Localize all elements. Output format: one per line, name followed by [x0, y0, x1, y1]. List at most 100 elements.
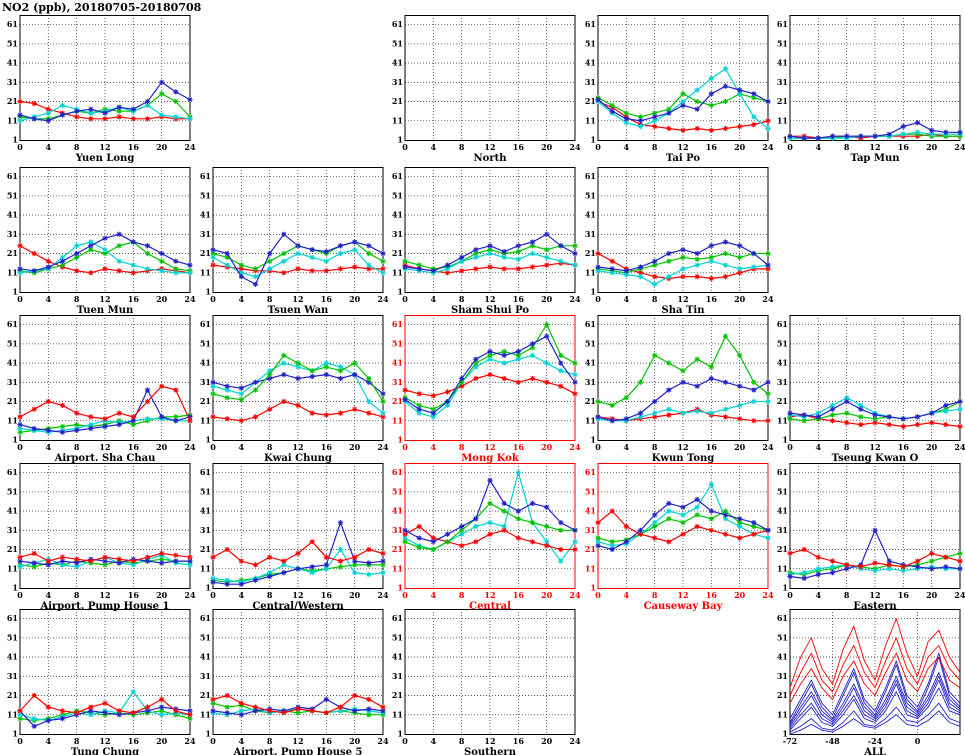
x-tick-label: 12	[292, 442, 303, 452]
x-tick-label: 20	[349, 294, 361, 304]
y-tick-label: 11	[392, 115, 403, 125]
y-tick-label: 61	[777, 467, 788, 477]
y-tick-label: 61	[392, 19, 403, 29]
series-line-cyan	[597, 68, 769, 129]
x-tick-label: 4	[46, 294, 52, 304]
y-tick-label: 11	[392, 709, 403, 719]
x-tick-label: 24	[762, 442, 774, 452]
y-tick-label: 21	[392, 690, 403, 700]
series-markers-red	[210, 692, 386, 716]
x-tick-label: 12	[99, 736, 110, 746]
x-tick-label: 8	[74, 736, 80, 746]
x-tick-label: 12	[869, 590, 880, 600]
chart-title: Southern	[464, 747, 517, 755]
x-tick-label: 20	[156, 736, 168, 746]
y-tick-label: 61	[7, 613, 18, 623]
x-tick-label: 12	[292, 590, 303, 600]
x-tick-label: 24	[954, 142, 965, 152]
y-tick-label: 21	[777, 396, 788, 406]
chart-title: ALL	[863, 747, 886, 755]
x-tick-label: 16	[321, 736, 333, 746]
x-tick-label: 8	[652, 590, 658, 600]
chart-tuen-mun: 1 11 21 31 41 51 61 0 4 8 12 16 20 24 Tuen Mun	[0, 167, 196, 321]
y-tick-label: 41	[777, 506, 788, 516]
y-tick-label: 21	[392, 544, 403, 554]
x-tick-label: 12	[99, 294, 110, 304]
x-tick-label: 20	[734, 142, 746, 152]
y-tick-label: 41	[777, 58, 788, 68]
x-tick-label: 16	[321, 294, 333, 304]
plot-frame	[597, 463, 769, 589]
series-markers-blue	[402, 477, 578, 545]
x-tick-label: 16	[513, 590, 525, 600]
chart-airport-pump-house-1: 1 11 21 31 41 51 61 0 4 8 12 16 20 24 Airport. Pump Ho…	[0, 463, 196, 617]
y-tick-label: 1	[12, 729, 18, 739]
series-markers-red	[210, 539, 386, 568]
x-tick-label: 0	[17, 142, 23, 152]
x-tick-label: 16	[706, 590, 718, 600]
y-tick-label: 11	[585, 415, 596, 425]
x-tick-label: 8	[652, 142, 658, 152]
chart-kwun-tong: 1 11 21 31 41 51 61 0 4 8 12 16 20 24 Kwun Tong	[578, 315, 774, 469]
x-tick-label: 0	[17, 442, 23, 452]
chart-sha-tin: 1 11 21 31 41 51 61 0 4 8 12 16 20 24 Sha Tin	[578, 167, 774, 321]
y-tick-label: 1	[12, 435, 18, 445]
y-tick-label: 21	[777, 544, 788, 554]
y-tick-label: 11	[200, 709, 211, 719]
plot-frame	[597, 315, 769, 441]
y-tick-label: 1	[397, 729, 403, 739]
x-tick-label: 12	[677, 294, 688, 304]
y-tick-label: 41	[200, 506, 211, 516]
y-tick-label: 21	[7, 690, 18, 700]
x-tick-label: 12	[484, 142, 495, 152]
x-tick-label: 16	[128, 294, 140, 304]
x-tick-label: 4	[46, 442, 52, 452]
x-tick-label: 20	[349, 590, 361, 600]
chart-title: North	[474, 153, 508, 164]
x-tick-label: 8	[459, 442, 465, 452]
series-line-red	[789, 637, 961, 696]
series-line-red	[19, 385, 191, 422]
x-tick-label: 8	[74, 142, 80, 152]
x-tick-label: 16	[706, 142, 718, 152]
y-tick-label: 31	[777, 671, 788, 681]
y-tick-label: 11	[392, 267, 403, 277]
y-tick-label: 1	[590, 435, 596, 445]
chart-central-western: 1 11 21 31 41 51 61 0 4 8 12 16 20 24 Central/Western	[193, 463, 389, 617]
chart-title: Airport. Pump House 1	[39, 601, 169, 612]
chart-north: 1 11 21 31 41 51 61 0 4 8 12 16 20 24 North	[385, 15, 581, 169]
x-tick-label: 16	[706, 442, 718, 452]
y-tick-label: 21	[585, 248, 596, 258]
x-tick-label: 24	[184, 442, 196, 452]
series-markers-blue	[402, 231, 578, 274]
x-tick-label: 8	[74, 294, 80, 304]
x-tick-label: 24	[184, 736, 196, 746]
x-tick-label: 16	[128, 442, 140, 452]
x-tick-label: -48	[825, 736, 840, 746]
y-tick-label: 31	[7, 671, 18, 681]
x-tick-label: 20	[156, 294, 168, 304]
x-tick-label: 24	[569, 442, 581, 452]
chart-title: Tung Chung	[71, 747, 139, 755]
x-tick-label: 4	[46, 590, 52, 600]
y-tick-label: 41	[7, 506, 18, 516]
y-tick-label: 1	[12, 287, 18, 297]
plot-frame	[597, 167, 769, 293]
x-tick-label: -72	[783, 736, 797, 746]
y-tick-label: 31	[585, 525, 596, 535]
x-tick-label: 24	[762, 294, 774, 304]
chart-title: Tai Po	[666, 153, 700, 164]
x-tick-label: 4	[816, 142, 822, 152]
x-tick-label: 12	[484, 442, 495, 452]
plot-frame	[404, 315, 576, 441]
x-tick-label: 4	[816, 442, 822, 452]
y-tick-label: 31	[7, 77, 18, 87]
x-tick-label: 0	[210, 442, 216, 452]
chart-title: Airport. Pump House 5	[232, 747, 362, 755]
x-tick-label: 0	[210, 590, 216, 600]
x-tick-label: 4	[239, 294, 245, 304]
chart-title: Airport. Sha Chau	[54, 453, 156, 464]
plot-frame	[212, 315, 384, 441]
y-tick-label: 41	[777, 358, 788, 368]
y-tick-label: 41	[392, 506, 403, 516]
